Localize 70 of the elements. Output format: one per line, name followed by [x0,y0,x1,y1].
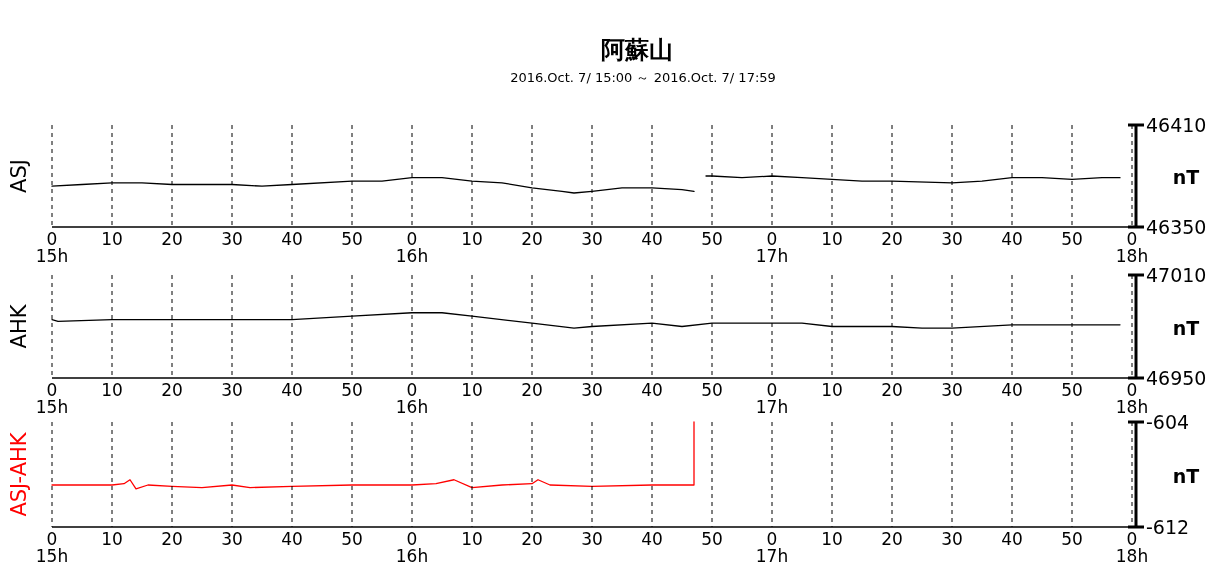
x-tick-label: 40 [1001,529,1023,549]
x-tick-label: 30 [941,229,963,249]
x-tick-label: 20 [881,529,903,549]
y-axis-title: AHK [7,303,31,349]
x-tick-label: 20 [521,380,543,400]
x-tick-label: 40 [641,229,663,249]
x-tick-label: 20 [161,380,183,400]
x-tick-label: 50 [701,380,723,400]
x-tick-label: 0 15h [35,529,69,566]
line-series [51,421,695,490]
x-tick-label: 0 17h [755,380,789,417]
chart-subtitle: 2016.Oct. 7/ 15:00 ～ 2016.Oct. 7/ 17:59 [510,70,776,85]
x-tick-label: 0 17h [755,229,789,266]
x-tick-label: 0 18h [1115,529,1149,566]
x-tick-label: 0 16h [395,229,429,266]
x-tick-label: 0 15h [35,380,69,417]
x-tick-label: 30 [581,380,603,400]
y2-tick-label: 47010 [1146,264,1207,286]
x-tick-label: 40 [281,380,303,400]
y2-axis-title: nT [1172,166,1200,188]
x-tick-label: 0 15h [35,229,69,266]
x-tick-label: 40 [1001,229,1023,249]
y-axis-title: ASJ-AHK [7,431,31,517]
x-tick-label: 10 [101,529,123,549]
x-tick-label: 50 [1061,380,1083,400]
x-tick-label: 10 [101,380,123,400]
y2-tick-label: 46950 [1146,367,1207,389]
chart-title: 阿蘇山 [601,36,673,64]
x-tick-label: 40 [641,380,663,400]
y2-tick-label: 46350 [1146,216,1207,238]
x-tick-label: 20 [881,380,903,400]
x-tick-label: 40 [641,529,663,549]
x-tick-label: 20 [161,529,183,549]
x-tick-label: 20 [161,229,183,249]
x-tick-label: 10 [821,529,843,549]
y2-tick-label: -612 [1146,516,1190,538]
x-tick-label: 40 [1001,380,1023,400]
x-tick-label: 50 [1061,529,1083,549]
x-tick-label: 30 [221,529,243,549]
x-tick-label: 20 [881,229,903,249]
x-tick-label: 20 [521,529,543,549]
x-tick-label: 20 [521,229,543,249]
y2-axis-title: nT [1172,316,1200,339]
x-tick-label: 0 16h [395,529,429,566]
x-tick-label: 30 [221,380,243,400]
y2-tick-label: -604 [1146,411,1190,433]
y2-axis-title: nT [1172,464,1200,487]
x-tick-label: 10 [461,229,483,249]
x-tick-label: 50 [701,229,723,249]
x-tick-label: 0 16h [395,380,429,417]
x-tick-label: 50 [341,380,363,400]
x-tick-label: 50 [341,229,363,249]
x-tick-label: 40 [281,529,303,549]
x-tick-label: 10 [821,380,843,400]
x-tick-label: 0 17h [755,529,789,566]
x-tick-label: 40 [281,229,303,249]
x-tick-label: 50 [701,529,723,549]
x-tick-label: 10 [461,380,483,400]
x-tick-label: 50 [1061,229,1083,249]
y-axis-title: ASJ [7,159,31,193]
x-tick-label: 30 [941,529,963,549]
x-tick-label: 30 [581,229,603,249]
y2-tick-label: 46410 [1146,114,1207,136]
x-tick-label: 30 [581,529,603,549]
x-tick-label: 30 [221,229,243,249]
x-tick-label: 10 [821,229,843,249]
x-tick-label: 50 [341,529,363,549]
x-tick-label: 30 [941,380,963,400]
x-tick-label: 10 [101,229,123,249]
x-tick-label: 10 [461,529,483,549]
